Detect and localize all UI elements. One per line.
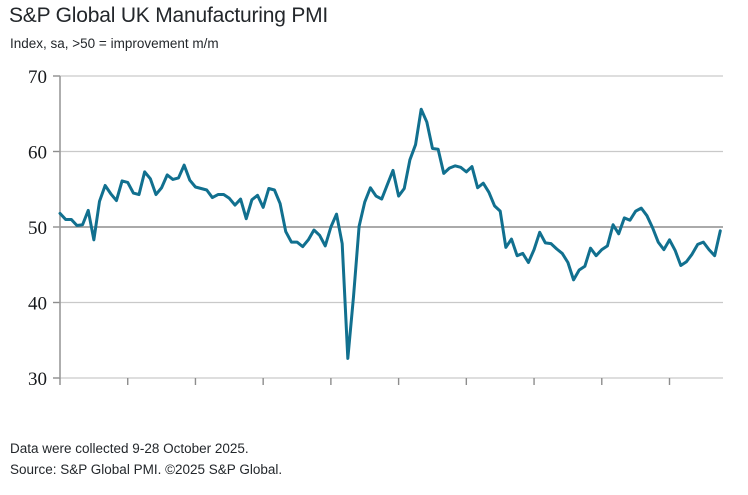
- x-tick-marks: [59, 378, 671, 385]
- chart-subtitle: Index, sa, >50 = improvement m/m: [10, 36, 219, 51]
- page-title: S&P Global UK Manufacturing PMI: [9, 4, 329, 27]
- y-tick-label-60: 60: [28, 143, 47, 164]
- footer-collection-note: Data were collected 9-28 October 2025.: [10, 441, 249, 456]
- pmi-series-line: [58, 107, 722, 360]
- y-tick-label-70: 70: [28, 67, 47, 88]
- y-tick-label-50: 50: [28, 218, 47, 239]
- gridlines: [60, 75, 723, 379]
- footer-source-note: Source: S&P Global PMI. ©2025 S&P Global…: [10, 462, 283, 477]
- y-tick-label-30: 30: [28, 369, 47, 390]
- y-axis-labels: 30 40 50 60 70: [28, 67, 47, 390]
- y-tick-marks: [53, 75, 60, 379]
- footer-note: Data were collected 9-28 October 2025. S…: [10, 438, 282, 480]
- y-tick-label-40: 40: [28, 294, 47, 315]
